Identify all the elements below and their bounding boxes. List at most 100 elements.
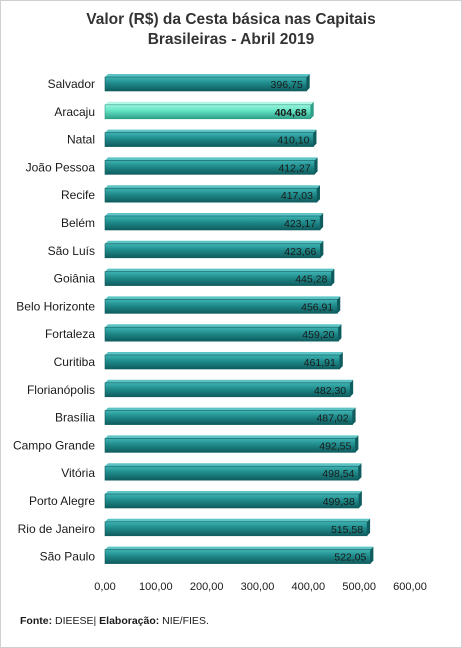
bar	[104, 493, 360, 509]
value-label: 461,91	[304, 357, 336, 369]
bar-top	[105, 213, 324, 216]
bar-top	[105, 101, 314, 105]
bar-side	[338, 324, 342, 342]
bar-side	[331, 268, 335, 286]
bar-top	[105, 240, 324, 244]
bar-top	[105, 129, 317, 133]
bar-top	[105, 296, 341, 300]
bar	[104, 465, 359, 481]
category-label: Campo Grande	[13, 438, 95, 452]
x-tick-label: 400,00	[292, 581, 326, 593]
value-label: 417,03	[281, 190, 313, 202]
category-label: João Pessoa	[26, 160, 96, 174]
value-label: 498,54	[322, 468, 354, 480]
bar	[104, 326, 339, 342]
chart-title-line-2: Brasileiras - Abril 2019	[147, 31, 315, 48]
bar	[104, 243, 321, 259]
bar-top	[105, 324, 342, 328]
value-label: 410,10	[277, 135, 309, 147]
value-label: 423,66	[284, 246, 316, 258]
bar-top	[105, 157, 318, 161]
value-label: 515,58	[331, 524, 363, 536]
category-label: Brasília	[55, 411, 95, 425]
bar-top	[105, 185, 320, 189]
category-label: Goiânia	[54, 272, 96, 286]
bar-side	[310, 101, 314, 119]
value-label: 404,68	[275, 107, 307, 119]
bar-top	[105, 491, 362, 494]
category-label: Florianópolis	[27, 383, 95, 397]
bar-side	[358, 491, 362, 508]
bar	[104, 160, 315, 175]
bar-side	[352, 407, 356, 425]
category-label: São Paulo	[40, 550, 96, 564]
category-label: Curitiba	[54, 355, 96, 369]
bar-side	[313, 129, 317, 147]
bar-side	[350, 379, 354, 397]
bar-side	[314, 157, 318, 175]
bar-side	[320, 240, 324, 258]
x-tick-label: 200,00	[190, 581, 224, 593]
source-note: Fonte: DIEESE| Elaboração: NIE/FIES.	[20, 615, 209, 627]
bar-side	[320, 213, 324, 230]
value-label: 445,28	[295, 274, 327, 286]
value-label: 412,27	[278, 162, 310, 174]
x-tick-label: 500,00	[342, 581, 376, 593]
x-tick-label: 600,00	[393, 581, 427, 593]
bar-top	[105, 407, 356, 411]
category-label: São Luís	[48, 244, 95, 258]
bar-top	[105, 463, 362, 467]
bar-top	[105, 268, 335, 272]
bar-side	[316, 185, 320, 203]
source-label: Fonte:	[20, 615, 53, 627]
category-label: Recife	[61, 188, 95, 202]
bar-top	[105, 379, 354, 383]
bar	[104, 299, 338, 314]
category-label: Salvador	[48, 77, 95, 91]
bar	[104, 104, 312, 120]
bar	[104, 549, 371, 564]
category-label: Fortaleza	[45, 327, 95, 341]
value-label: 522,05	[334, 552, 366, 564]
value-label: 499,38	[323, 496, 355, 508]
value-label: 459,20	[302, 329, 334, 341]
value-label: 456,91	[301, 301, 333, 313]
bar-top	[105, 352, 343, 355]
category-label: Belém	[61, 216, 95, 230]
value-label: 487,02	[316, 413, 348, 425]
bar	[104, 438, 356, 453]
elaboration-value: NIE/FIES.	[159, 615, 209, 627]
source-value: DIEESE|	[52, 615, 100, 627]
value-label: 482,30	[314, 385, 346, 397]
bar-side	[306, 74, 310, 91]
x-tick-label: 0,00	[94, 581, 115, 593]
bar-top	[105, 74, 310, 77]
x-tick-label: 300,00	[241, 581, 275, 593]
bar-side	[337, 296, 341, 314]
bar	[104, 215, 321, 231]
x-tick-label: 100,00	[139, 581, 173, 593]
bar	[104, 187, 318, 203]
value-label: 492,55	[319, 440, 351, 452]
category-label: Porto Alegre	[29, 494, 95, 508]
category-label: Aracaju	[54, 105, 95, 119]
bar-top	[105, 518, 371, 522]
bar	[104, 271, 332, 286]
category-label: Natal	[67, 133, 95, 147]
elaboration-label: Elaboração:	[99, 615, 160, 627]
bar-side	[339, 352, 343, 369]
bar-top	[105, 435, 359, 439]
category-label: Belo Horizonte	[16, 299, 95, 313]
value-label: 396,75	[271, 79, 303, 91]
bar-side	[370, 546, 374, 564]
bar-side	[355, 435, 359, 453]
bar	[104, 76, 307, 92]
bar	[104, 354, 341, 370]
value-label: 423,17	[284, 218, 316, 230]
chart-title: Valor (R$) da Cesta básica nas Capitais …	[0, 10, 462, 50]
bar-side	[367, 518, 371, 536]
bar	[104, 382, 351, 398]
bar	[104, 132, 314, 147]
bar-top	[105, 546, 374, 550]
